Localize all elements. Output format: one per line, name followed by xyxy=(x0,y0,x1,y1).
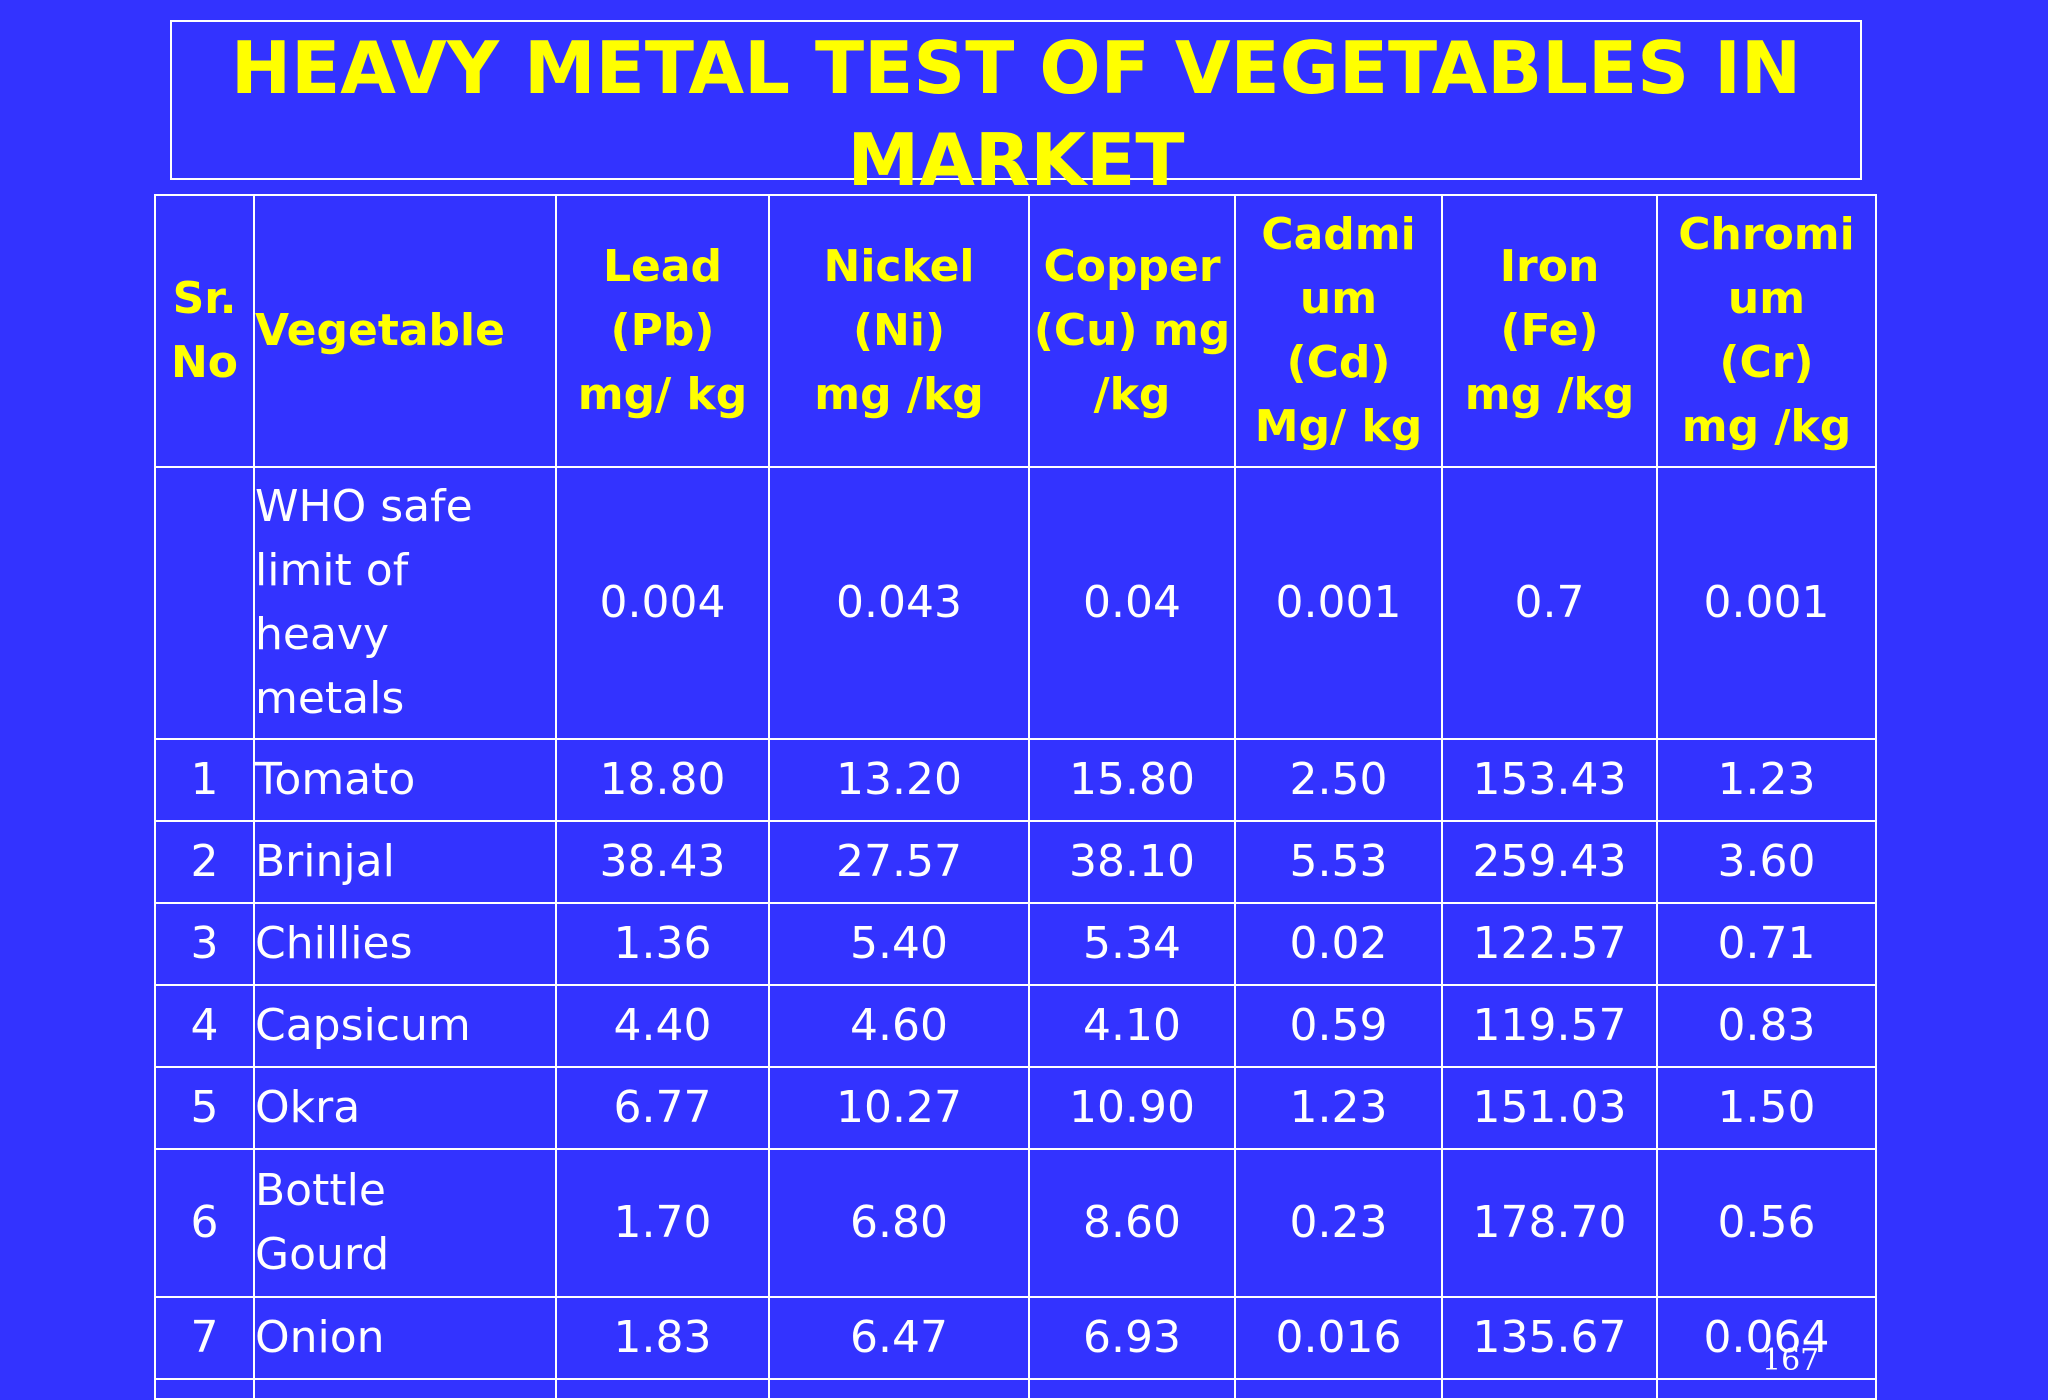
iron-cell: 153.43 xyxy=(1441,738,1658,822)
cadmium-cell: 1.23 xyxy=(1234,1066,1443,1150)
copper-cell: 8.60 xyxy=(1028,1148,1236,1298)
nickel-cell: 4.60 xyxy=(768,984,1030,1068)
copper-cell: 5.34 xyxy=(1028,902,1236,986)
table-row: 2 Brinjal 38.43 27.57 38.10 5.53 259.43 … xyxy=(154,820,1877,904)
copper-cell: 38.10 xyxy=(1028,820,1236,904)
lead-cell: 18.80 xyxy=(555,738,770,822)
iron-cell: 178.70 xyxy=(1441,1148,1658,1298)
copper-cell: 4.10 xyxy=(1028,984,1236,1068)
table-row-partial xyxy=(154,1378,1877,1400)
who-copper: 0.04 xyxy=(1028,466,1236,740)
chromium-cell: 3.60 xyxy=(1656,820,1877,904)
who-limit-row: WHO safe limit of heavy metals 0.004 0.0… xyxy=(154,466,1877,740)
table-row: 1 Tomato 18.80 13.20 15.80 2.50 153.43 1… xyxy=(154,738,1877,822)
slide-title: HEAVY METAL TEST OF VEGETABLES IN MARKET xyxy=(230,26,1802,202)
lead-cell: 1.83 xyxy=(555,1296,770,1380)
table-row: 7 Onion 1.83 6.47 6.93 0.016 135.67 0.06… xyxy=(154,1296,1877,1380)
iron-cell: 135.67 xyxy=(1441,1296,1658,1380)
lead-cell: 6.77 xyxy=(555,1066,770,1150)
cadmium-cell: 0.016 xyxy=(1234,1296,1443,1380)
title-box: HEAVY METAL TEST OF VEGETABLES IN MARKET xyxy=(170,20,1862,202)
iron-cell: 122.57 xyxy=(1441,902,1658,986)
table-row: 6 Bottle Gourd 1.70 6.80 8.60 0.23 178.7… xyxy=(154,1148,1877,1298)
cadmium-cell: 0.02 xyxy=(1234,902,1443,986)
vegetable-cell: Chillies xyxy=(253,902,557,986)
cadmium-cell: 5.53 xyxy=(1234,820,1443,904)
chromium-cell: 0.71 xyxy=(1656,902,1877,986)
who-lead: 0.004 xyxy=(555,466,770,740)
empty-cell xyxy=(1234,1378,1443,1400)
who-cadmium: 0.001 xyxy=(1234,466,1443,740)
who-sr-cell xyxy=(154,466,255,740)
lead-cell: 4.40 xyxy=(555,984,770,1068)
header-cadmium: Cadmi um (Cd) Mg/ kg xyxy=(1234,194,1443,468)
copper-cell: 15.80 xyxy=(1028,738,1236,822)
nickel-cell: 6.47 xyxy=(768,1296,1030,1380)
vegetable-cell: Onion xyxy=(253,1296,557,1380)
header-nickel: Nickel (Ni) mg /kg xyxy=(768,194,1030,468)
sr-cell: 3 xyxy=(154,902,255,986)
lead-cell: 1.36 xyxy=(555,902,770,986)
sr-cell: 4 xyxy=(154,984,255,1068)
sr-cell: 5 xyxy=(154,1066,255,1150)
who-label: WHO safe limit of heavy metals xyxy=(253,466,557,740)
cadmium-cell: 2.50 xyxy=(1234,738,1443,822)
sr-cell: 2 xyxy=(154,820,255,904)
header-chromium: Chromi um (Cr) mg /kg xyxy=(1656,194,1877,468)
header-iron: Iron (Fe) mg /kg xyxy=(1441,194,1658,468)
empty-cell xyxy=(253,1378,557,1400)
iron-cell: 119.57 xyxy=(1441,984,1658,1068)
empty-cell xyxy=(555,1378,770,1400)
sr-cell: 7 xyxy=(154,1296,255,1380)
header-sr-no: Sr. No xyxy=(154,194,255,468)
iron-cell: 259.43 xyxy=(1441,820,1658,904)
sr-cell: 6 xyxy=(154,1148,255,1298)
empty-cell xyxy=(1656,1378,1877,1400)
copper-cell: 10.90 xyxy=(1028,1066,1236,1150)
cadmium-cell: 0.23 xyxy=(1234,1148,1443,1298)
chromium-cell: 1.23 xyxy=(1656,738,1877,822)
header-lead: Lead (Pb) mg/ kg xyxy=(555,194,770,468)
iron-cell: 151.03 xyxy=(1441,1066,1658,1150)
chromium-cell: 0.56 xyxy=(1656,1148,1877,1298)
table-row: 3 Chillies 1.36 5.40 5.34 0.02 122.57 0.… xyxy=(154,902,1877,986)
empty-cell xyxy=(768,1378,1030,1400)
nickel-cell: 27.57 xyxy=(768,820,1030,904)
empty-cell xyxy=(154,1378,255,1400)
table-row: 5 Okra 6.77 10.27 10.90 1.23 151.03 1.50 xyxy=(154,1066,1877,1150)
cadmium-cell: 0.59 xyxy=(1234,984,1443,1068)
copper-cell: 6.93 xyxy=(1028,1296,1236,1380)
chromium-cell: 0.064 xyxy=(1656,1296,1877,1380)
header-vegetable: Vegetable xyxy=(253,194,557,468)
page-number: 167 xyxy=(1762,1343,1820,1378)
vegetable-cell: Capsicum xyxy=(253,984,557,1068)
nickel-cell: 6.80 xyxy=(768,1148,1030,1298)
empty-cell xyxy=(1441,1378,1658,1400)
table-row: 4 Capsicum 4.40 4.60 4.10 0.59 119.57 0.… xyxy=(154,984,1877,1068)
nickel-cell: 13.20 xyxy=(768,738,1030,822)
who-iron: 0.7 xyxy=(1441,466,1658,740)
who-chromium: 0.001 xyxy=(1656,466,1877,740)
who-nickel: 0.043 xyxy=(768,466,1030,740)
vegetable-cell: Bottle Gourd xyxy=(253,1148,557,1298)
vegetable-cell: Brinjal xyxy=(253,820,557,904)
nickel-cell: 10.27 xyxy=(768,1066,1030,1150)
nickel-cell: 5.40 xyxy=(768,902,1030,986)
empty-cell xyxy=(1028,1378,1236,1400)
chromium-cell: 0.83 xyxy=(1656,984,1877,1068)
header-copper: Copper (Cu) mg /kg xyxy=(1028,194,1236,468)
lead-cell: 1.70 xyxy=(555,1148,770,1298)
sr-cell: 1 xyxy=(154,738,255,822)
vegetable-cell: Okra xyxy=(253,1066,557,1150)
heavy-metal-table: Sr. No Vegetable Lead (Pb) mg/ kg Nickel… xyxy=(154,194,1877,1400)
chromium-cell: 1.50 xyxy=(1656,1066,1877,1150)
lead-cell: 38.43 xyxy=(555,820,770,904)
header-row: Sr. No Vegetable Lead (Pb) mg/ kg Nickel… xyxy=(154,194,1877,468)
vegetable-cell: Tomato xyxy=(253,738,557,822)
